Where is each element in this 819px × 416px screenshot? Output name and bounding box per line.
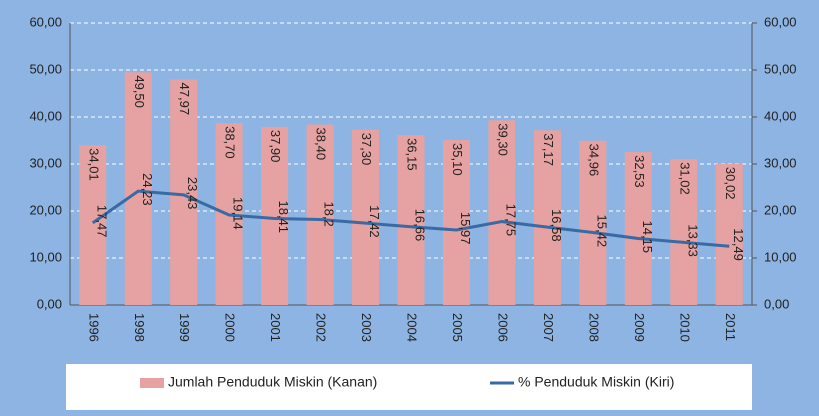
x-tick-label: 2008: [586, 313, 601, 342]
bar: [306, 124, 334, 306]
line-value-label: 23,43: [185, 177, 200, 210]
bar: [124, 72, 152, 305]
bar-value-label: 47,97: [177, 83, 192, 116]
legend-box: [66, 364, 752, 410]
x-tick-label: 1996: [86, 313, 101, 342]
y-tick-label: 20,00: [29, 202, 62, 217]
bar: [670, 159, 698, 305]
bar-value-label: 34,01: [86, 148, 101, 181]
x-tick-label: 2000: [223, 313, 238, 342]
line-value-label: 15,42: [594, 215, 609, 248]
bar-value-label: 39,30: [495, 123, 510, 156]
x-tick-label: 2001: [268, 313, 283, 342]
line-value-label: 17,42: [367, 205, 382, 238]
line-value-label: 13,33: [685, 224, 700, 257]
x-tick-label: 2011: [723, 313, 738, 341]
line-value-label: 18,41: [276, 200, 291, 233]
legend-label: Jumlah Penduduk Miskin (Kanan): [168, 374, 377, 390]
line-value-label: 18,2: [322, 201, 337, 226]
bar-value-label: 49,50: [132, 75, 147, 108]
legend-swatch: [140, 378, 164, 388]
bar: [397, 135, 425, 305]
line-value-label: 12,49: [731, 228, 746, 261]
line-value-label: 14,15: [640, 220, 655, 253]
y2-tick-label: 20,00: [764, 202, 797, 217]
y2-tick-label: 50,00: [764, 61, 797, 76]
bar-value-label: 30,02: [723, 167, 738, 200]
x-tick-label: 2009: [632, 313, 647, 342]
y-tick-label: 60,00: [29, 14, 62, 29]
bar: [79, 145, 107, 305]
bar-value-label: 31,02: [677, 162, 692, 195]
bar-value-label: 32,53: [632, 155, 647, 188]
y2-tick-label: 10,00: [764, 249, 797, 264]
x-tick-label: 2004: [405, 313, 420, 342]
x-tick-label: 2010: [677, 313, 692, 342]
line-value-label: 16,66: [413, 209, 428, 242]
bar-value-label: 37,90: [268, 130, 283, 163]
x-tick-label: 2002: [314, 313, 329, 342]
bar-value-label: 37,30: [359, 133, 374, 166]
x-tick-label: 2007: [541, 313, 556, 342]
bar-value-label: 35,10: [450, 143, 465, 176]
legend-label: % Penduduk Miskin (Kiri): [518, 374, 674, 390]
y-tick-label: 30,00: [29, 155, 62, 170]
bar: [488, 120, 516, 305]
bar: [579, 140, 607, 305]
bar: [261, 126, 289, 306]
bar: [624, 152, 652, 305]
bar: [170, 79, 198, 305]
bar-value-label: 36,15: [405, 138, 420, 171]
bar-value-label: 37,17: [541, 133, 556, 166]
line-value-label: 19,14: [231, 197, 246, 230]
y-tick-label: 50,00: [29, 61, 62, 76]
bar-value-label: 38,40: [314, 128, 329, 161]
bar: [533, 130, 561, 305]
line-value-label: 17,47: [94, 205, 109, 238]
line-value-label: 16,58: [549, 209, 564, 242]
bar: [352, 129, 380, 305]
x-tick-label: 2006: [495, 313, 510, 342]
bar: [442, 140, 470, 305]
line-value-label: 17,75: [503, 204, 518, 237]
x-tick-label: 1998: [132, 313, 147, 342]
line-value-label: 24,23: [140, 173, 155, 206]
y2-tick-label: 40,00: [764, 108, 797, 123]
y2-tick-label: 30,00: [764, 155, 797, 170]
bar-value-label: 34,96: [586, 144, 601, 177]
x-tick-label: 1999: [177, 313, 192, 342]
line: [91, 189, 730, 248]
line-value-label: 15,97: [458, 212, 473, 245]
y2-tick-label: 0,00: [764, 296, 789, 311]
y-tick-label: 0,00: [37, 296, 62, 311]
y-tick-label: 40,00: [29, 108, 62, 123]
bar: [715, 163, 743, 305]
bar-value-label: 38,70: [223, 126, 238, 159]
x-tick-label: 2003: [359, 313, 374, 342]
x-tick-label: 2005: [450, 313, 465, 342]
y2-tick-label: 60,00: [764, 14, 797, 29]
y-tick-label: 10,00: [29, 249, 62, 264]
